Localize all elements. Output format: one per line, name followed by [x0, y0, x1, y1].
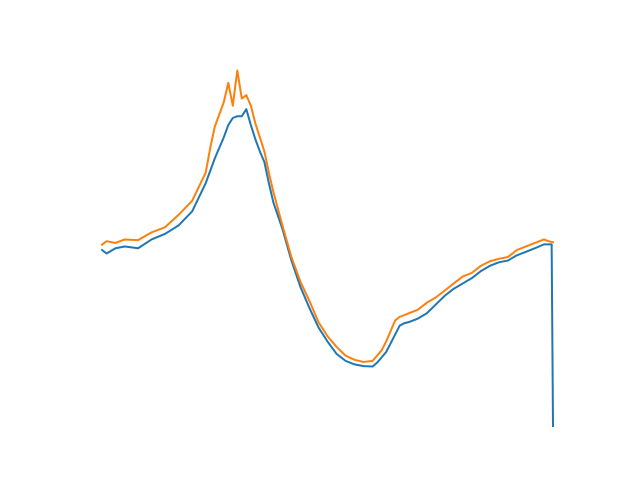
- series-line-2: [100, 69, 555, 363]
- series-layer: [100, 69, 555, 428]
- series-line-1: [100, 108, 555, 428]
